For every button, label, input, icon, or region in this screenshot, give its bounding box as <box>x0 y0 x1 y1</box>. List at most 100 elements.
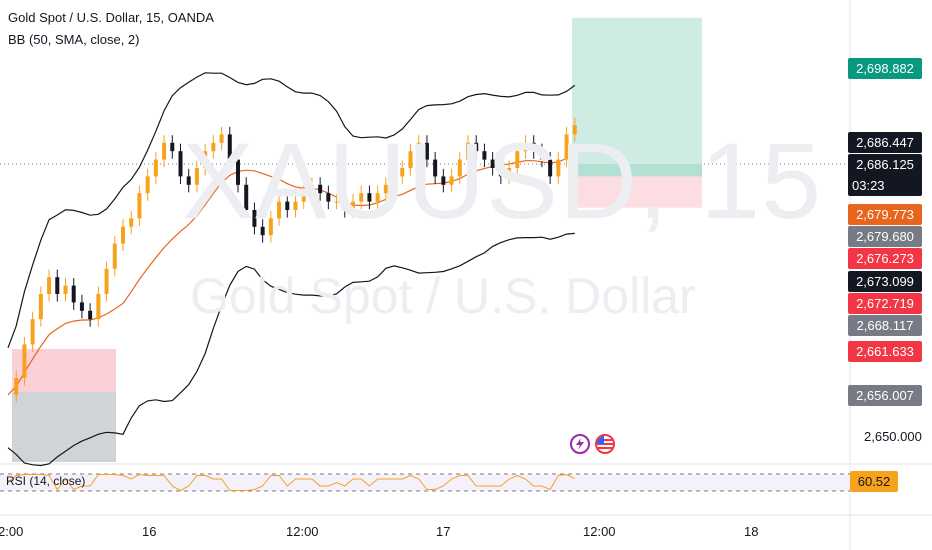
candle-body <box>482 151 487 160</box>
price-tag[interactable]: 2,668.117 <box>848 315 922 336</box>
candle-body <box>367 193 372 202</box>
candle-body <box>285 201 290 210</box>
rsi-legend[interactable]: RSI (14, close) <box>6 474 86 488</box>
candle-body <box>474 142 479 152</box>
candle-body <box>334 201 339 203</box>
candle-body <box>47 277 52 294</box>
candle-body <box>433 159 438 177</box>
candle-body <box>392 176 397 185</box>
candle-body <box>539 151 544 160</box>
price-tag[interactable]: 2,673.099 <box>848 271 922 292</box>
bb-basis <box>7 154 576 396</box>
candle-body <box>441 176 446 185</box>
candle-body <box>96 294 101 320</box>
candle-body <box>498 168 503 177</box>
price-tag[interactable]: 2,676.273 <box>848 248 922 269</box>
candle-body <box>236 159 240 185</box>
candle-body <box>351 201 355 210</box>
symbol-title[interactable]: Gold Spot / U.S. Dollar, 15, OANDA <box>8 10 214 25</box>
candle-body <box>30 319 35 345</box>
candle-body <box>342 201 347 210</box>
candle-body <box>38 294 43 320</box>
candle-body <box>79 302 84 311</box>
price-tick-label: 2,650.000 <box>864 429 922 444</box>
rsi-line <box>7 473 576 492</box>
candle-body <box>145 176 150 194</box>
candle-body <box>277 201 282 219</box>
time-axis-label: 18 <box>744 524 759 539</box>
long-position-target-zone <box>572 17 702 177</box>
candle-body <box>244 184 249 210</box>
price-tag[interactable]: 2,656.007 <box>848 385 922 406</box>
price-tag[interactable]: 2,679.773 <box>848 204 922 225</box>
candle-body <box>507 168 512 177</box>
lightning-event-icon[interactable] <box>570 434 590 454</box>
candle-body <box>301 193 306 202</box>
candle-body <box>153 159 158 177</box>
candle-body <box>227 134 232 160</box>
candle-body <box>104 268 109 294</box>
price-tag[interactable]: 2,686.447 <box>848 132 922 153</box>
long-position-stop-zone <box>572 176 702 208</box>
candle-body <box>383 184 388 194</box>
candle-body <box>112 243 117 269</box>
candle-body <box>211 142 216 152</box>
candle-body <box>408 151 413 168</box>
candle-body <box>186 176 191 185</box>
time-axis-label: 16 <box>142 524 157 539</box>
indicator-legend-bb[interactable]: BB (50, SMA, close, 2) <box>8 32 140 47</box>
time-axis-label: 12:00 <box>583 524 616 539</box>
candle-body <box>531 142 536 152</box>
price-tag[interactable]: 2,686.125 03:23 <box>848 154 922 196</box>
bb-lower-band <box>7 232 575 467</box>
candle-body <box>260 226 265 236</box>
candle-body <box>178 151 183 177</box>
time-axis-label: 17 <box>436 524 451 539</box>
candle-body <box>219 134 224 143</box>
candle-body <box>359 193 364 202</box>
candle-body <box>416 142 421 152</box>
candle-body <box>194 168 199 185</box>
bb-upper-band <box>7 72 576 349</box>
candle-body <box>556 159 561 177</box>
candle-body <box>424 142 429 160</box>
candle-body <box>564 134 569 160</box>
candle-body <box>129 218 134 227</box>
price-tag[interactable]: 2,661.633 <box>848 341 922 362</box>
candle-body <box>457 159 462 177</box>
candle-body <box>137 193 142 219</box>
candle-body <box>572 125 577 135</box>
candle-body <box>55 277 60 294</box>
price-tag[interactable]: 2,672.719 <box>848 293 922 314</box>
past-position-target-zone <box>12 349 116 392</box>
candle-body <box>375 193 380 202</box>
candle-body <box>449 176 454 185</box>
rsi-value-tag[interactable]: 60.52 <box>850 471 898 492</box>
us-flag-event-icon[interactable] <box>595 434 615 454</box>
candle-body <box>71 285 76 303</box>
candle-body <box>309 184 314 194</box>
rsi-band <box>0 474 850 491</box>
candle-body <box>326 193 331 202</box>
candle-body <box>466 142 470 160</box>
past-position-stop-zone <box>12 392 116 462</box>
time-axis-label: 2:00 <box>0 524 24 539</box>
candle-body <box>88 310 93 320</box>
candle-body <box>268 218 273 236</box>
candle-body <box>318 184 323 194</box>
candle-body <box>203 151 208 168</box>
price-tag[interactable]: 2,698.882 <box>848 58 922 79</box>
candle-body <box>162 142 167 160</box>
candle-body <box>523 142 528 152</box>
candle-body <box>170 142 175 152</box>
candle-body <box>22 344 27 378</box>
time-axis-label: 12:00 <box>286 524 319 539</box>
bar-countdown: 03:23 <box>852 178 885 193</box>
price-tag[interactable]: 2,679.680 <box>848 226 922 247</box>
candle-body <box>548 159 553 177</box>
candle-body <box>14 378 19 395</box>
candle-body <box>121 226 125 244</box>
candle-body <box>400 168 405 177</box>
candle-body <box>515 151 520 168</box>
